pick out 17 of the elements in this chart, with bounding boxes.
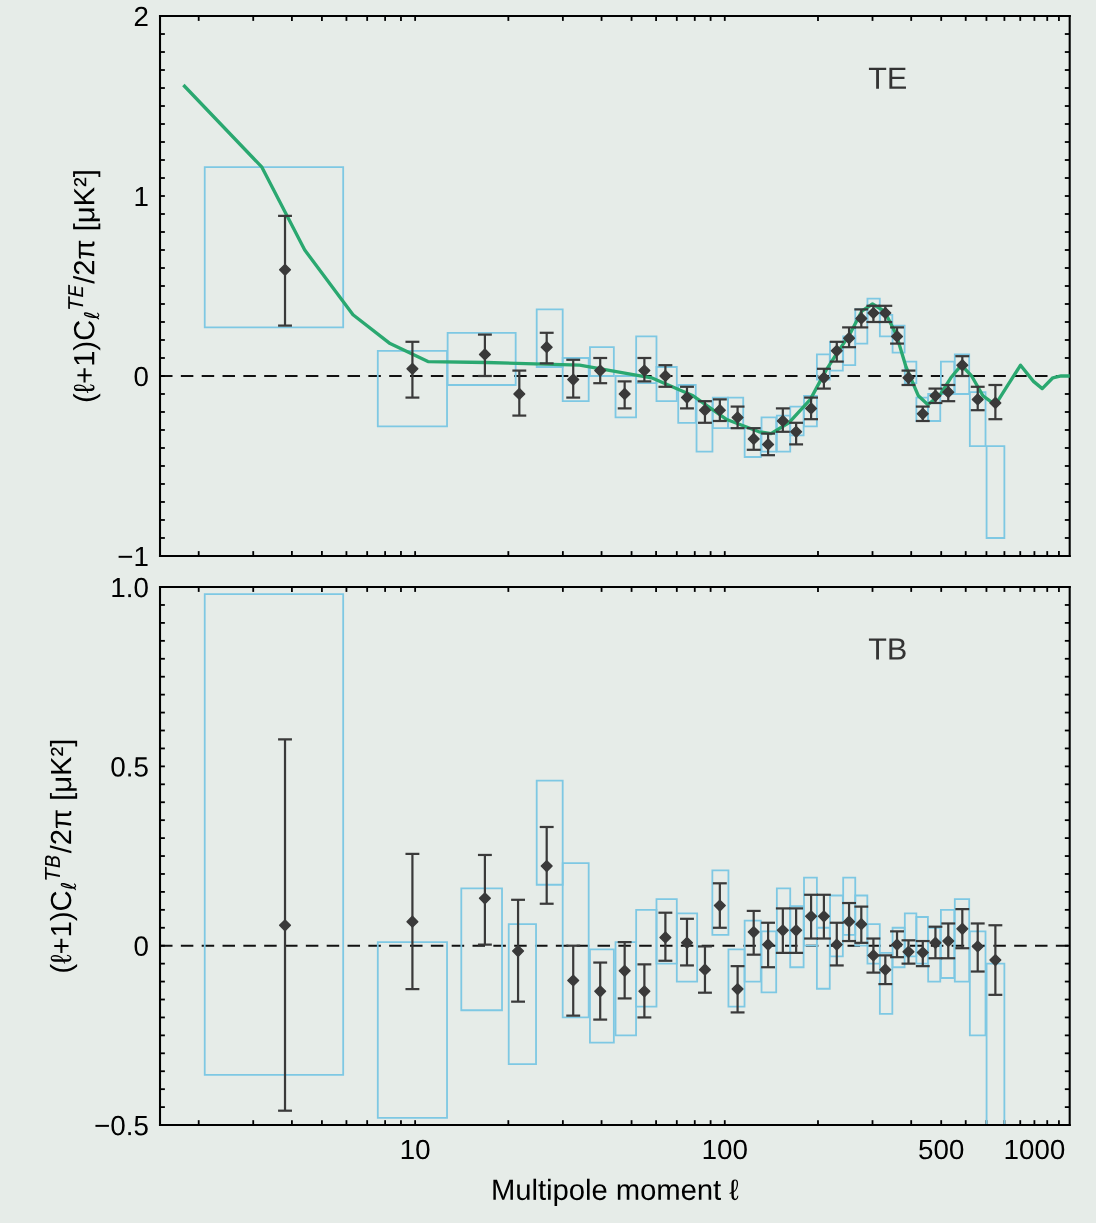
x-tick-label: 10: [401, 1139, 430, 1160]
y-tick-label: 0.5: [111, 757, 148, 777]
y-axis-title: (ℓ+1)C$_{ℓ}$$^{TB}$/2π [μK²]: [45, 740, 78, 972]
y-tick-label: 0: [134, 936, 148, 957]
x-tick-label: 1000: [1005, 1139, 1065, 1160]
annotation: TB: [868, 638, 906, 660]
x-tick-label: 500: [919, 1139, 964, 1160]
annotation: TE: [868, 67, 906, 89]
y-tick-label: −1: [118, 546, 148, 567]
x-axis-title: Multipole moment ℓ: [493, 1178, 739, 1206]
y-tick-label: 2: [134, 6, 148, 27]
y-tick-label: 1.0: [112, 577, 148, 598]
y-tick-label: −0.5: [95, 1115, 148, 1136]
x-tick-label: 100: [703, 1139, 747, 1160]
y-axis-title: (ℓ+1)C$_{ℓ}$$^{TE}$/2π [μK²]: [68, 171, 101, 402]
y-tick-label: 1: [135, 186, 148, 207]
y-tick-label: 0: [134, 366, 148, 387]
